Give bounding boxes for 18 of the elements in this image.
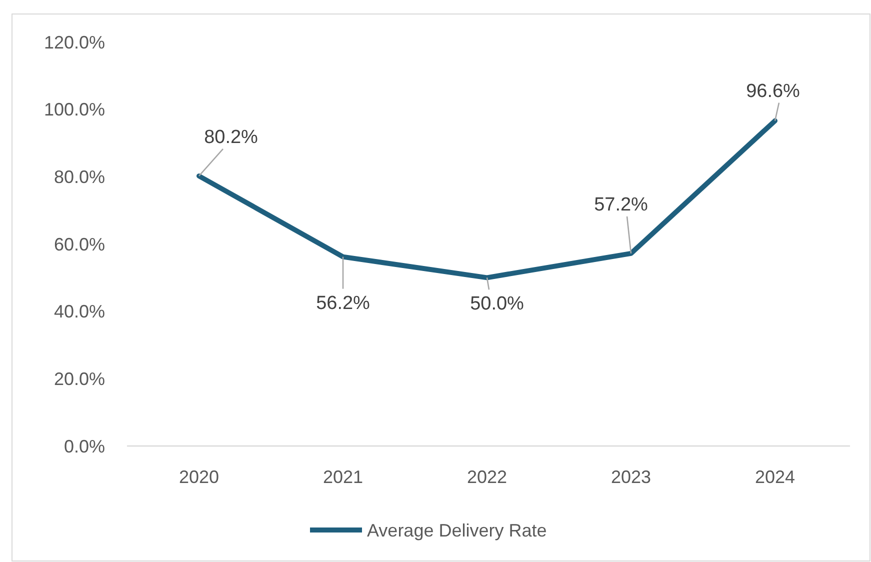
y-tick-label: 20.0% [54,368,105,389]
data-label: 80.2% [204,126,258,148]
x-tick-label: 2023 [610,467,652,487]
y-tick-label: 40.0% [54,302,105,322]
x-tick-label: 2021 [322,467,364,487]
x-tick-label: 2022 [466,467,508,487]
y-tick-label: 60.0% [54,234,105,254]
data-label: 57.2% [594,194,648,216]
x-tick-label: 2020 [178,467,220,487]
y-tick-label: 100.0% [44,100,105,120]
y-tick-label: 80.0% [54,166,105,187]
y-tick-label: 0.0% [64,436,105,456]
data-label: 96.6% [746,80,800,102]
legend-label: Average Delivery Rate [367,520,547,540]
data-label: 50.0% [470,294,524,315]
y-tick-label: 120.0% [44,32,105,52]
data-label: 56.2% [316,292,370,314]
x-tick-label: 2024 [754,467,796,487]
